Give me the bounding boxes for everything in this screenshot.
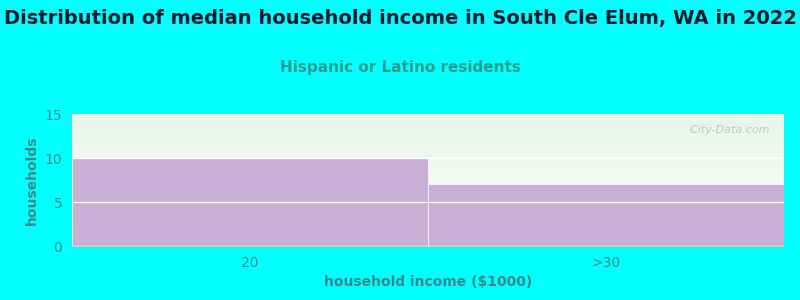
- Bar: [428, 184, 784, 246]
- Text: Distribution of median household income in South Cle Elum, WA in 2022: Distribution of median household income …: [3, 9, 797, 28]
- Bar: [72, 158, 428, 246]
- Text: City-Data.com: City-Data.com: [683, 125, 770, 135]
- Text: Hispanic or Latino residents: Hispanic or Latino residents: [279, 60, 521, 75]
- Y-axis label: households: households: [25, 135, 39, 225]
- X-axis label: household income ($1000): household income ($1000): [324, 275, 532, 289]
